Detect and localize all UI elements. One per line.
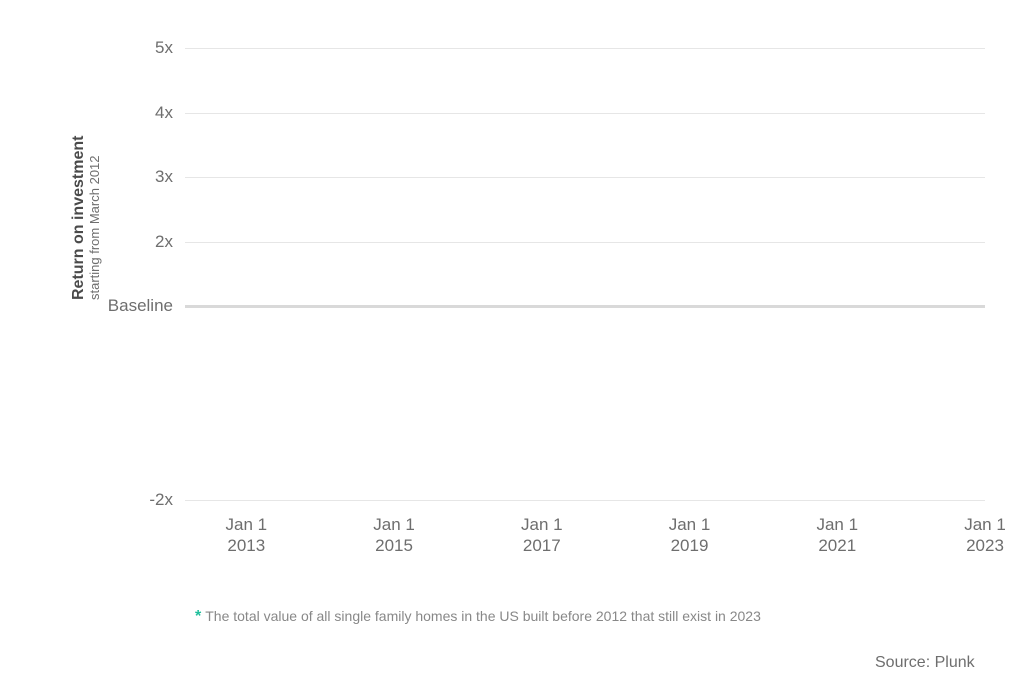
asterisk-icon: *: [195, 608, 201, 625]
x-tick-line1: Jan 1: [797, 514, 877, 535]
y-tick-label: -2x: [93, 490, 173, 510]
x-tick-line2: 2019: [650, 535, 730, 556]
x-tick-line2: 2013: [206, 535, 286, 556]
y-tick-label: 4x: [93, 103, 173, 123]
x-tick-line2: 2015: [354, 535, 434, 556]
x-tick-line2: 2021: [797, 535, 877, 556]
x-tick-label: Jan 12019: [650, 514, 730, 557]
y-axis-title-main: Return on investment: [70, 40, 88, 300]
x-tick-label: Jan 12021: [797, 514, 877, 557]
y-tick-label: 3x: [93, 167, 173, 187]
plot-area: [185, 48, 985, 500]
y-tick-label: Baseline: [93, 296, 173, 316]
x-tick-line2: 2017: [502, 535, 582, 556]
gridline: [185, 113, 985, 114]
roi-chart: Return on investment starting from March…: [0, 0, 1024, 698]
chart-source: Source: Plunk: [875, 654, 975, 672]
x-tick-line1: Jan 1: [945, 514, 1024, 535]
x-tick-line1: Jan 1: [502, 514, 582, 535]
x-tick-label: Jan 12015: [354, 514, 434, 557]
gridline: [185, 177, 985, 178]
gridline: [185, 242, 985, 243]
chart-footnote: *The total value of all single family ho…: [195, 608, 761, 626]
x-tick-label: Jan 12023: [945, 514, 1024, 557]
y-tick-label: 5x: [93, 38, 173, 58]
x-tick-line2: 2023: [945, 535, 1024, 556]
footnote-text: The total value of all single family hom…: [205, 608, 761, 624]
x-tick-line1: Jan 1: [650, 514, 730, 535]
gridline: [185, 48, 985, 49]
gridline: [185, 500, 985, 501]
x-tick-line1: Jan 1: [206, 514, 286, 535]
y-tick-label: 2x: [93, 232, 173, 252]
x-tick-label: Jan 12017: [502, 514, 582, 557]
x-tick-label: Jan 12013: [206, 514, 286, 557]
baseline-line: [185, 305, 985, 308]
x-tick-line1: Jan 1: [354, 514, 434, 535]
